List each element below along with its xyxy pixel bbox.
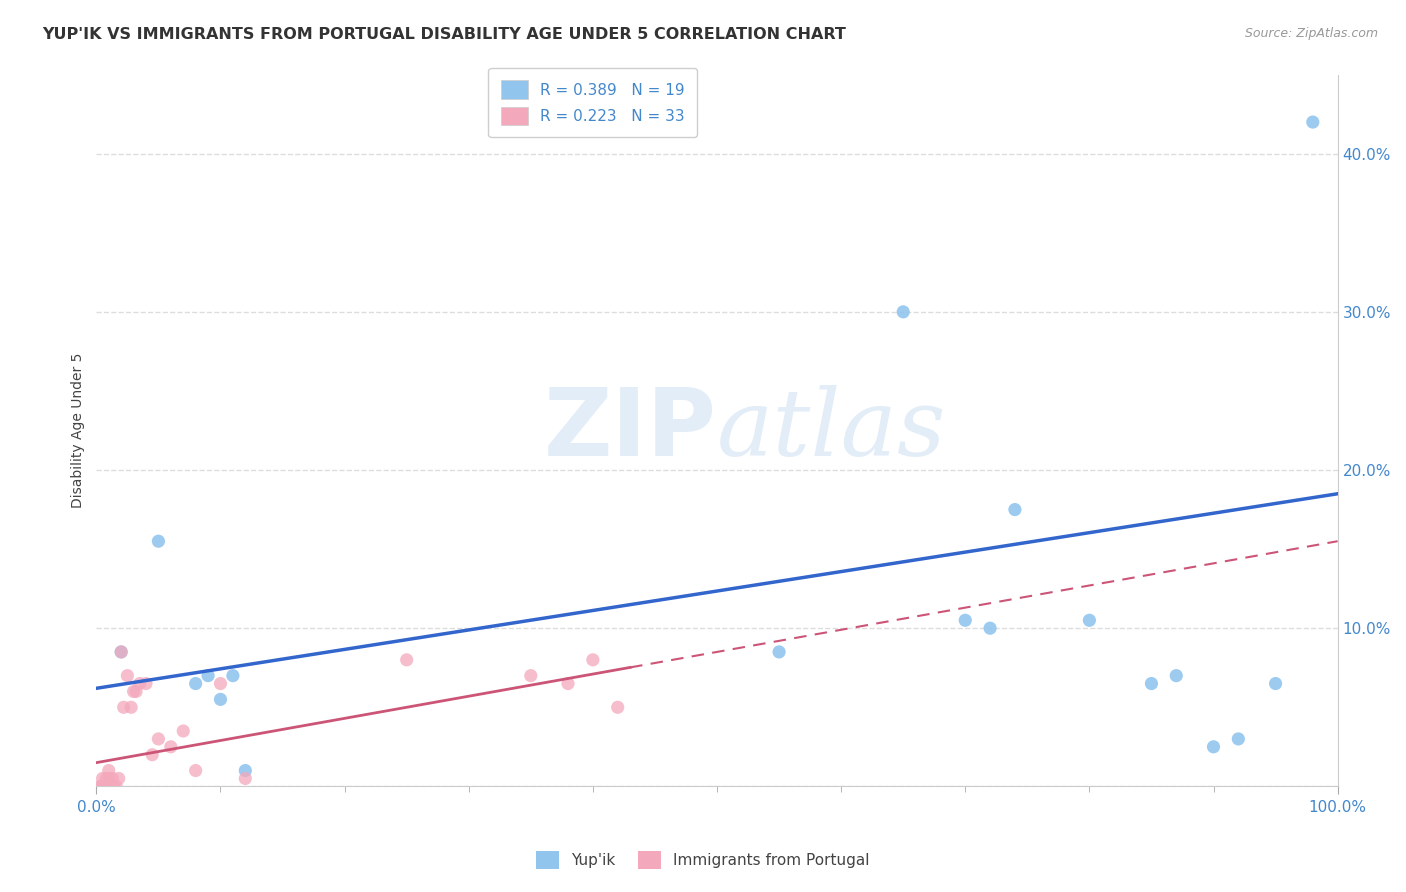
Point <box>233 764 256 778</box>
Point <box>955 613 977 627</box>
Point <box>128 676 150 690</box>
Point <box>110 645 132 659</box>
Point <box>101 772 124 786</box>
Point <box>1227 731 1250 746</box>
Point <box>1202 739 1225 754</box>
Y-axis label: Disability Age Under 5: Disability Age Under 5 <box>72 353 86 508</box>
Point <box>184 676 207 690</box>
Point <box>94 780 117 794</box>
Point <box>159 739 181 754</box>
Text: Source: ZipAtlas.com: Source: ZipAtlas.com <box>1244 27 1378 40</box>
Point <box>520 668 543 682</box>
Point <box>768 645 790 659</box>
Point <box>1078 613 1101 627</box>
Legend: Yup'ik, Immigrants from Portugal: Yup'ik, Immigrants from Portugal <box>530 845 876 875</box>
Point <box>96 772 118 786</box>
Point <box>91 772 114 786</box>
Point <box>1264 676 1286 690</box>
Text: YUP'IK VS IMMIGRANTS FROM PORTUGAL DISABILITY AGE UNDER 5 CORRELATION CHART: YUP'IK VS IMMIGRANTS FROM PORTUGAL DISAB… <box>42 27 846 42</box>
Point <box>209 692 232 706</box>
Point <box>112 700 135 714</box>
Point <box>557 676 579 690</box>
Point <box>107 772 129 786</box>
Point <box>233 772 256 786</box>
Point <box>1140 676 1163 690</box>
Point <box>122 684 145 698</box>
Point <box>90 780 112 794</box>
Point <box>100 780 122 794</box>
Point <box>105 780 128 794</box>
Point <box>148 731 170 746</box>
Point <box>979 621 1001 635</box>
Point <box>117 668 139 682</box>
Point <box>395 653 418 667</box>
Point <box>110 645 132 659</box>
Point <box>141 747 163 762</box>
Point <box>891 305 914 319</box>
Point <box>1166 668 1188 682</box>
Point <box>1004 502 1026 516</box>
Point <box>93 780 115 794</box>
Point <box>89 780 111 794</box>
Point <box>582 653 605 667</box>
Point <box>172 724 194 739</box>
Point <box>135 676 157 690</box>
Text: ZIP: ZIP <box>544 384 717 476</box>
Point <box>184 764 207 778</box>
Legend: R = 0.389   N = 19, R = 0.223   N = 33: R = 0.389 N = 19, R = 0.223 N = 33 <box>488 68 697 137</box>
Point <box>103 780 125 794</box>
Point <box>120 700 142 714</box>
Point <box>197 668 219 682</box>
Point <box>148 534 170 549</box>
Point <box>209 676 232 690</box>
Point <box>125 684 148 698</box>
Point <box>1302 115 1324 129</box>
Point <box>97 764 120 778</box>
Point <box>97 772 120 786</box>
Point <box>222 668 245 682</box>
Text: atlas: atlas <box>717 385 946 475</box>
Point <box>606 700 628 714</box>
